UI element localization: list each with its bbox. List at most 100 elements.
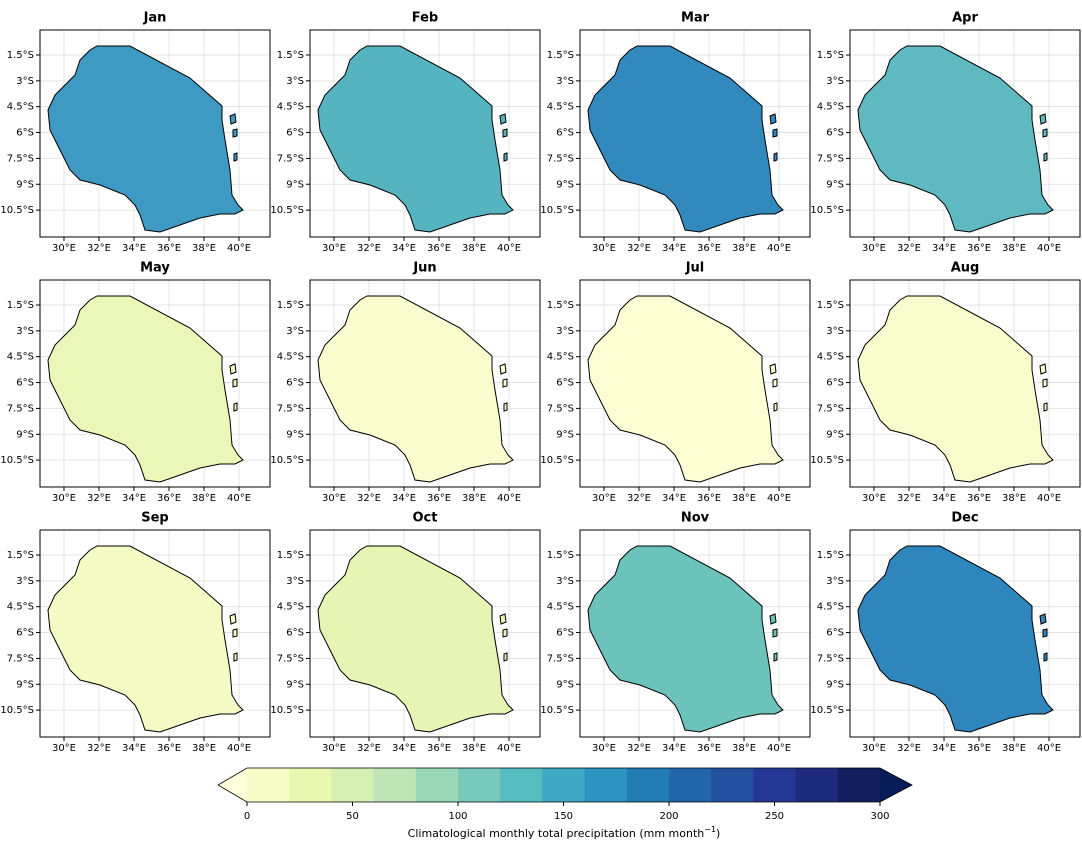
colorbar-segment — [331, 768, 375, 802]
lon-tick-label: 40°E — [497, 743, 521, 754]
colorbar-over — [880, 768, 912, 802]
lon-tick-label: 36°E — [697, 243, 721, 254]
country-field — [317, 545, 514, 733]
island — [233, 402, 238, 412]
island — [229, 363, 237, 375]
lat-tick-label: 9°S — [286, 179, 304, 190]
island — [499, 363, 507, 375]
lon-tick-label: 32°E — [627, 493, 651, 504]
panel-title: May — [140, 261, 170, 276]
lon-tick-label: 36°E — [967, 493, 991, 504]
lat-tick-label: 3°S — [556, 326, 574, 337]
axes-frame — [849, 529, 1081, 738]
lon-tick-label: 32°E — [87, 743, 111, 754]
lon-tick-label: 30°E — [52, 493, 76, 504]
colorbar-tick-label: 150 — [554, 811, 573, 822]
lat-tick-label: 3°S — [556, 576, 574, 587]
lat-tick-label: 10.5°S — [540, 455, 574, 466]
lat-tick-label: 3°S — [556, 76, 574, 87]
country-field — [857, 45, 1054, 233]
lat-tick-label: 7.5°S — [817, 653, 844, 664]
country-field — [47, 295, 244, 483]
lon-tick-label: 32°E — [87, 493, 111, 504]
island — [502, 128, 508, 138]
colorbar-segment — [584, 768, 628, 802]
lat-tick-label: 6°S — [556, 378, 574, 389]
lat-tick-label: 10.5°S — [540, 205, 574, 216]
lat-tick-label: 9°S — [556, 679, 574, 690]
lat-tick-label: 3°S — [826, 576, 844, 587]
island — [229, 113, 237, 125]
island — [232, 378, 238, 388]
lon-tick-label: 36°E — [967, 743, 991, 754]
lat-tick-label: 10.5°S — [810, 205, 844, 216]
panel-title: Jan — [143, 11, 167, 26]
lat-tick-label: 6°S — [16, 628, 34, 639]
colorbar-tick-label: 0 — [244, 811, 250, 822]
island — [499, 613, 507, 625]
lat-tick-label: 1.5°S — [7, 550, 34, 561]
lat-tick-label: 4.5°S — [817, 102, 844, 113]
island — [1039, 363, 1047, 375]
lat-tick-label: 3°S — [826, 326, 844, 337]
label-text: Climatological monthly total precipitati… — [408, 827, 705, 840]
lon-tick-label: 30°E — [862, 493, 886, 504]
axes-frame — [309, 529, 541, 738]
colorbar-label: Climatological monthly total precipitati… — [408, 825, 721, 841]
island — [772, 378, 778, 388]
lat-tick-label: 10.5°S — [0, 205, 34, 216]
island — [1043, 652, 1048, 662]
lat-tick-label: 6°S — [16, 128, 34, 139]
axes-frame — [579, 529, 811, 738]
lat-tick-label: 9°S — [286, 679, 304, 690]
lon-tick-label: 36°E — [967, 243, 991, 254]
lat-tick-label: 4.5°S — [7, 602, 34, 613]
lon-tick-label: 32°E — [627, 243, 651, 254]
lon-tick-label: 32°E — [357, 743, 381, 754]
country-field — [857, 545, 1054, 733]
lon-tick-label: 40°E — [767, 493, 791, 504]
lon-tick-label: 38°E — [1002, 243, 1026, 254]
lon-tick-label: 30°E — [322, 743, 346, 754]
lon-tick-label: 30°E — [592, 743, 616, 754]
lat-tick-label: 10.5°S — [810, 705, 844, 716]
lat-tick-label: 9°S — [16, 179, 34, 190]
colorbar-segment — [837, 768, 881, 802]
lon-tick-label: 30°E — [862, 243, 886, 254]
lon-tick-label: 40°E — [227, 743, 251, 754]
colorbar-segment — [542, 768, 586, 802]
lon-tick-label: 34°E — [392, 243, 416, 254]
lat-tick-label: 7.5°S — [817, 153, 844, 164]
colorbar-segment — [500, 768, 543, 802]
lat-tick-label: 10.5°S — [270, 455, 304, 466]
lon-tick-label: 34°E — [392, 493, 416, 504]
island — [1042, 378, 1048, 388]
lon-tick-label: 40°E — [1037, 743, 1061, 754]
island — [233, 152, 238, 162]
colorbar-tick-label: 50 — [346, 811, 359, 822]
lon-tick-label: 40°E — [497, 493, 521, 504]
lon-tick-label: 32°E — [897, 493, 921, 504]
lat-tick-label: 3°S — [16, 76, 34, 87]
lat-tick-label: 3°S — [16, 576, 34, 587]
axes-frame — [579, 279, 811, 488]
island — [1043, 402, 1048, 412]
lat-tick-label: 9°S — [556, 429, 574, 440]
colorbar-segment — [669, 768, 712, 802]
lat-tick-label: 1.5°S — [547, 550, 574, 561]
panel-title: Jul — [685, 261, 705, 276]
lon-tick-label: 34°E — [122, 743, 146, 754]
island — [769, 113, 777, 125]
lat-tick-label: 1.5°S — [7, 50, 34, 61]
lon-tick-label: 32°E — [897, 243, 921, 254]
lat-tick-label: 9°S — [16, 679, 34, 690]
lon-tick-label: 38°E — [1002, 493, 1026, 504]
lat-tick-label: 9°S — [16, 429, 34, 440]
colorbar-segment — [795, 768, 839, 802]
label-exponent: −1 — [704, 825, 716, 834]
lat-tick-label: 1.5°S — [7, 300, 34, 311]
island — [773, 652, 778, 662]
lon-tick-label: 40°E — [1037, 243, 1061, 254]
lon-tick-label: 36°E — [427, 493, 451, 504]
